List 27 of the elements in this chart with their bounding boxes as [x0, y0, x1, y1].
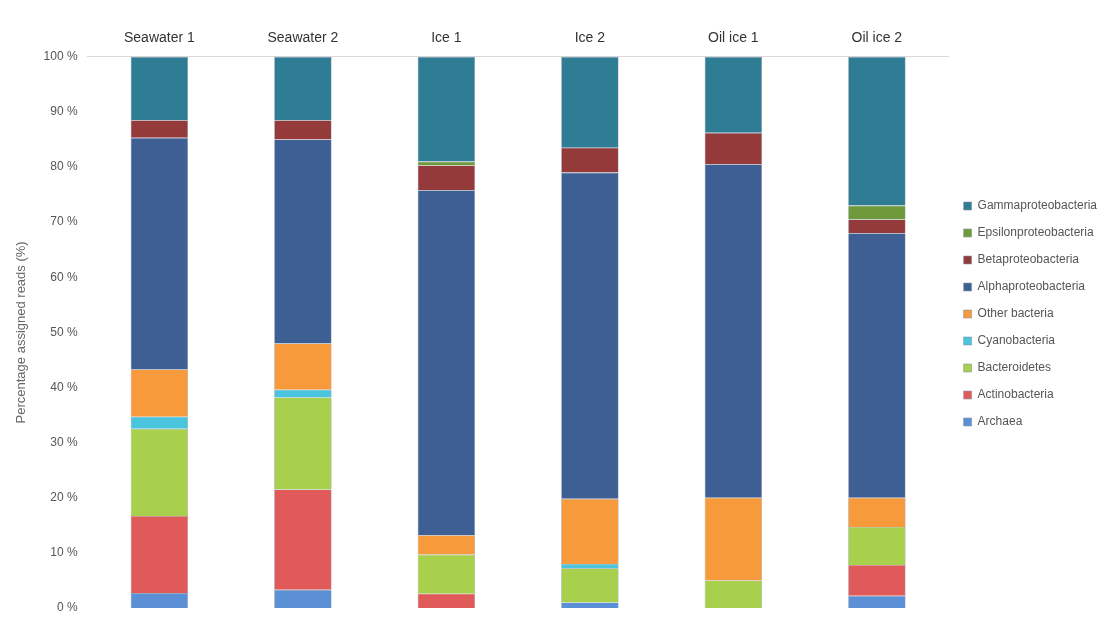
legend-label: Archaea [977, 414, 1023, 429]
legend-label: Other bacteria [977, 306, 1054, 321]
legend-label: Betaproteobacteria [977, 252, 1080, 267]
legend-label: Bacteroidetes [977, 360, 1051, 375]
legend-label: Gammaproteobacteria [977, 198, 1098, 213]
y-tick-label: 30 % [50, 434, 78, 449]
y-tick-label: 10 % [50, 545, 78, 560]
y-tick-label: 100 % [43, 49, 78, 64]
x-tick-label: Oil ice 2 [851, 29, 903, 46]
y-tick-label: 20 % [50, 490, 78, 505]
legend-label: Alphaproteobacteria [977, 279, 1086, 294]
y-tick-label: 90 % [50, 104, 78, 119]
x-tick-label: Ice 2 [574, 29, 606, 46]
legend-label: Cyanobacteria [977, 333, 1056, 348]
y-tick-label: 70 % [50, 214, 78, 229]
legend-label: Epsilonproteobacteria [977, 225, 1095, 240]
x-tick-label: Ice 1 [431, 29, 462, 46]
x-tick-label: Seawater 1 [123, 29, 195, 46]
y-tick-label: 40 % [50, 379, 78, 394]
y-axis-title: Percentage assigned reads (%) [13, 241, 29, 424]
x-tick-label: Seawater 2 [267, 29, 339, 46]
y-tick-label: 50 % [50, 324, 78, 339]
x-tick-label: Oil ice 1 [708, 29, 759, 46]
legend-label: Actinobacteria [977, 387, 1054, 402]
y-tick-label: 80 % [50, 159, 78, 174]
y-tick-label: 60 % [50, 269, 78, 284]
y-tick-label: 0 % [56, 600, 78, 615]
